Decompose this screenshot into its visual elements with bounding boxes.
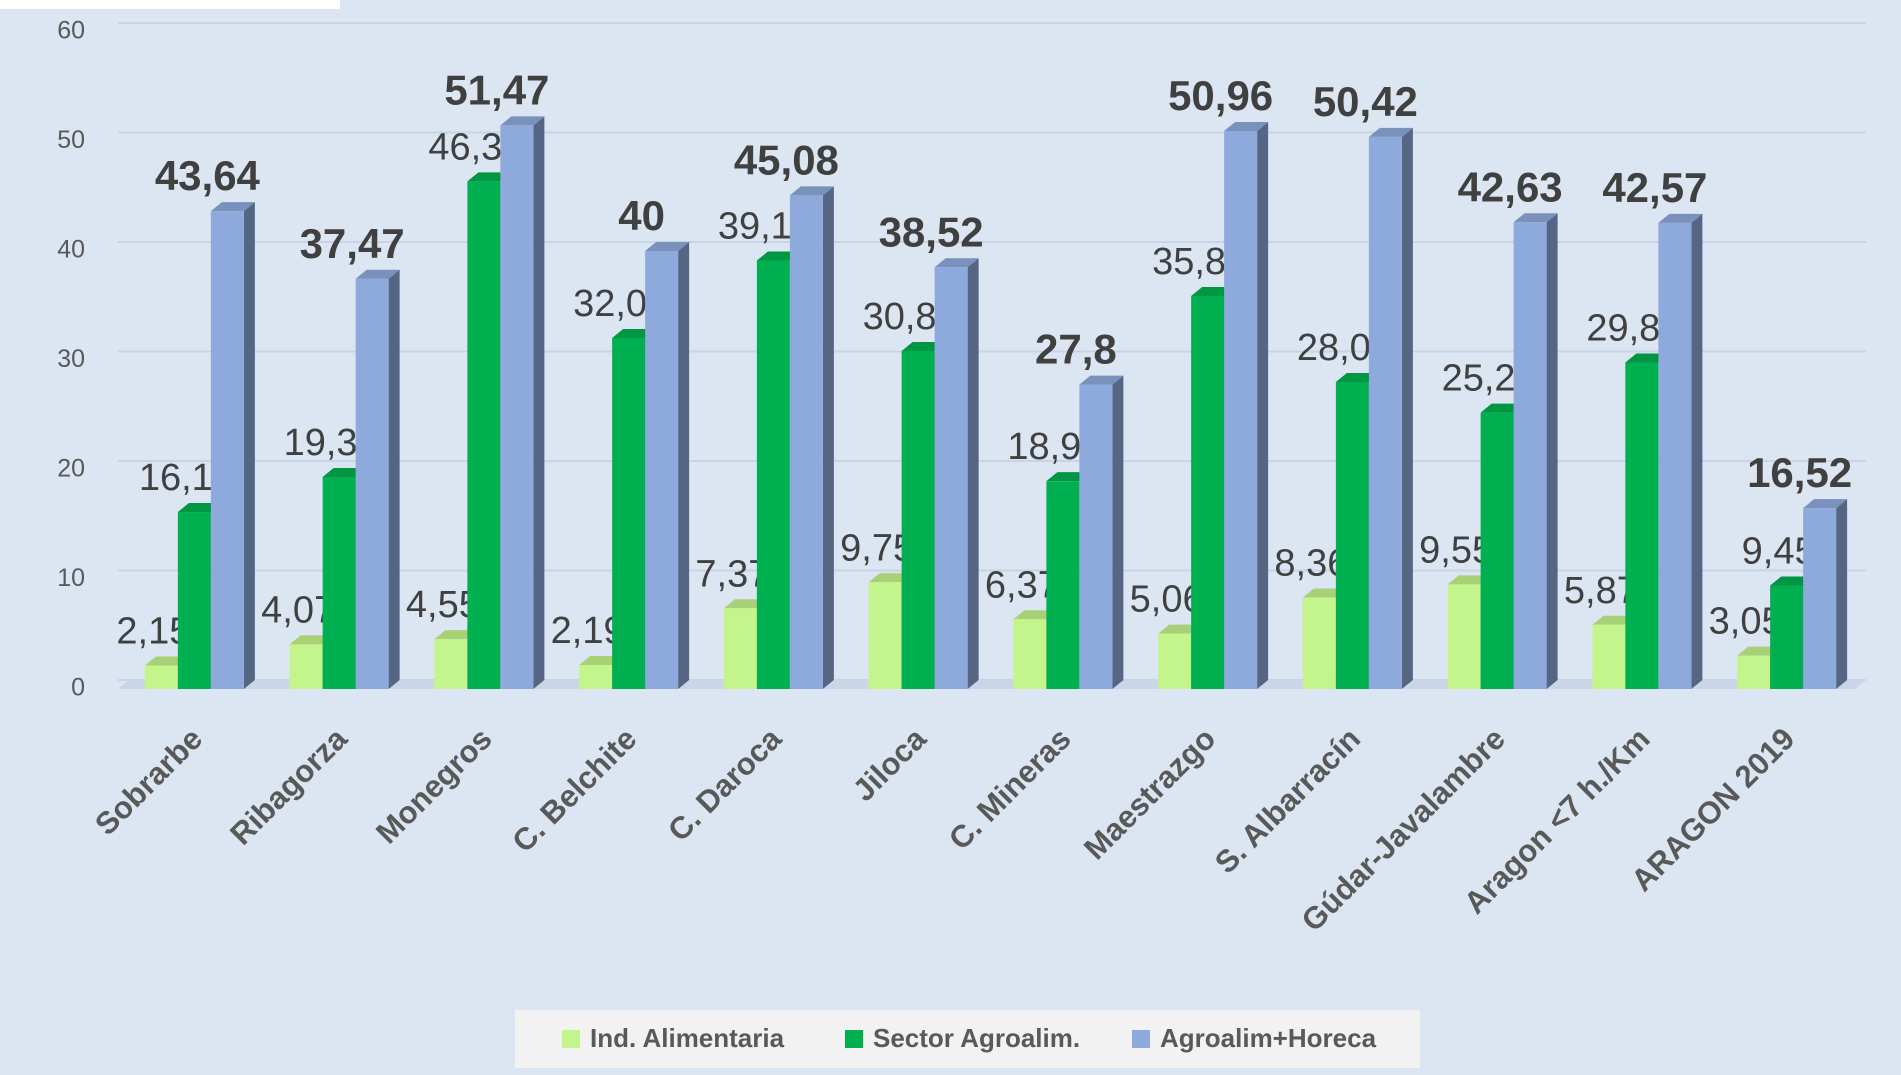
bar-top [1368,127,1413,137]
legend-swatch [845,1030,863,1048]
bar [789,195,823,689]
legend-label: Sector Agroalim. [873,1023,1080,1053]
bar [1592,624,1626,689]
bar [1224,130,1258,689]
bar-top [1079,375,1124,385]
y-tick-label: 10 [57,564,85,592]
bar-side [533,116,545,689]
bar [1191,296,1225,689]
bar-top [355,269,400,279]
bar [1368,136,1402,689]
bar-top [1803,499,1848,509]
legend-label: Ind. Alimentaria [590,1023,785,1053]
bar-top [500,116,545,126]
bar [177,512,211,689]
bar [934,267,968,689]
data-label: 50,96 [1168,72,1273,119]
y-tick-label: 0 [71,674,85,702]
bar-side [1112,375,1124,689]
bar [289,644,323,689]
data-label: 27,8 [1035,326,1117,373]
bar-side [388,269,400,689]
bar [645,251,679,689]
bar-top [789,186,834,196]
bar [355,278,389,689]
data-label: 45,08 [734,136,839,183]
bar [868,582,902,689]
bar-side [1401,127,1413,689]
bar [1625,362,1659,689]
bar [612,337,646,689]
legend-swatch [1132,1030,1150,1048]
bar [1770,585,1804,689]
data-label: 50,42 [1313,78,1418,125]
legend-box [515,1010,1420,1068]
bar-side [1257,121,1269,690]
bar [1046,481,1080,689]
bar [1302,597,1336,689]
bar [579,665,613,689]
bar [1513,222,1547,689]
bar [210,211,244,689]
bar-side [822,186,834,689]
bar-top [1658,213,1703,223]
data-label: 38,52 [879,208,984,255]
bar-side [243,202,255,689]
bar [500,125,534,689]
data-label: 37,47 [300,220,405,267]
y-tick-label: 30 [57,345,85,373]
y-tick-label: 50 [57,126,85,154]
corner-patch [0,0,340,9]
bar [723,608,757,689]
bar [434,639,468,689]
bar-top [645,242,690,251]
data-label: 51,47 [444,66,549,113]
legend-label: Agroalim+Horeca [1160,1023,1377,1053]
data-label: 40 [618,192,665,239]
data-label: 42,63 [1458,163,1563,210]
bar-side [678,242,690,689]
bar [1447,584,1481,689]
bar [1658,222,1692,689]
floor [118,680,1866,689]
bar-side [1546,213,1558,689]
bar-top [210,202,255,212]
y-tick-label: 40 [57,236,85,264]
y-tick-label: 20 [57,455,85,483]
bar [467,181,501,689]
data-label: 43,64 [155,152,261,199]
bar-top [1513,213,1558,223]
bar [322,477,356,689]
bar-top [1224,121,1269,131]
bar [1013,619,1047,689]
bar [1803,508,1837,689]
bar-side [967,258,979,689]
bar [1335,381,1369,689]
bar-side [1836,499,1848,689]
bar [1158,633,1192,689]
data-label: 42,57 [1602,164,1707,211]
y-tick-label: 60 [57,17,85,45]
bar-side [1691,213,1703,689]
bar [1480,412,1514,689]
bar-top [934,258,979,268]
bar [144,665,178,689]
bar [1737,655,1771,689]
bar [756,260,790,689]
bar [1079,384,1113,689]
legend-swatch [562,1030,580,1048]
data-label: 16,52 [1747,449,1852,496]
bar [901,350,935,689]
